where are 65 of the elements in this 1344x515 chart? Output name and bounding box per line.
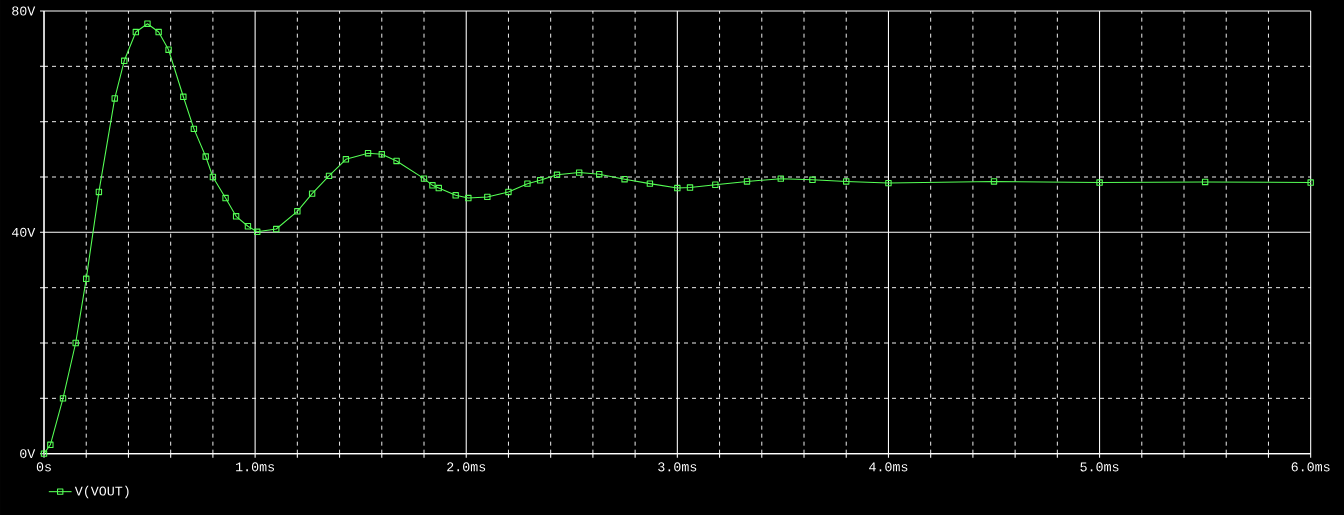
point <box>325 172 333 180</box>
point <box>524 180 531 187</box>
point <box>378 151 385 158</box>
point <box>484 193 491 201</box>
x-tick-label: 3.0ms <box>658 462 697 472</box>
point <box>144 20 151 27</box>
point <box>712 181 719 188</box>
point <box>536 177 544 184</box>
y-tick-label: 40V <box>11 227 36 237</box>
y-tick-label: 80V <box>12 6 36 16</box>
point <box>885 179 892 187</box>
point <box>674 184 681 192</box>
point <box>686 184 694 191</box>
point <box>244 223 252 230</box>
point <box>190 125 198 133</box>
point <box>990 178 998 185</box>
point <box>72 339 79 347</box>
point <box>364 150 372 157</box>
x-tick-label: 0s <box>36 462 51 472</box>
point <box>1096 179 1103 186</box>
point <box>254 228 261 235</box>
point <box>222 194 229 202</box>
point <box>308 190 316 197</box>
x-tick-label: 5.0ms <box>1080 462 1119 472</box>
point <box>294 208 301 215</box>
point <box>452 192 459 199</box>
point <box>111 95 118 102</box>
point <box>59 395 67 402</box>
x-tick-label: 2.0ms <box>447 462 486 472</box>
point <box>777 175 784 182</box>
point <box>393 157 400 165</box>
point <box>155 28 162 36</box>
point <box>132 28 140 36</box>
point <box>273 225 280 233</box>
point <box>40 450 48 457</box>
point <box>553 171 561 178</box>
point <box>95 188 103 196</box>
point <box>180 93 187 100</box>
legend-label: V(VOUT) <box>74 485 129 499</box>
point <box>465 194 472 202</box>
point <box>1201 178 1209 186</box>
point <box>435 184 442 192</box>
point <box>47 441 54 449</box>
point <box>596 171 603 178</box>
point <box>202 153 209 160</box>
point <box>843 178 850 185</box>
point <box>505 188 512 196</box>
point <box>342 156 350 163</box>
point <box>809 176 816 183</box>
point <box>232 213 240 220</box>
point <box>165 46 172 53</box>
x-tick-label: 6.0ms <box>1291 462 1330 472</box>
y-tick-label: 0V <box>20 449 36 459</box>
point <box>743 178 751 185</box>
point <box>1307 179 1314 186</box>
point <box>621 176 628 183</box>
x-tick-label: 1.0ms <box>236 462 275 472</box>
point <box>646 180 654 187</box>
point <box>83 275 90 283</box>
point <box>209 173 217 181</box>
point <box>429 182 436 189</box>
x-tick-label: 4.0ms <box>869 462 908 472</box>
point <box>121 57 128 65</box>
point <box>420 175 428 182</box>
point <box>575 169 583 176</box>
